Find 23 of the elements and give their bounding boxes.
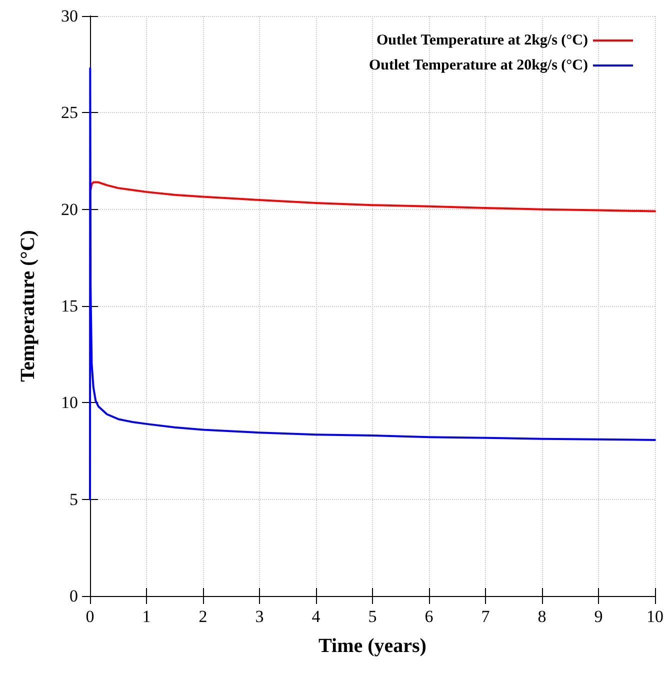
y-tick-label: 20	[61, 200, 78, 219]
x-tick-label: 4	[312, 607, 321, 626]
x-tick-label: 5	[368, 607, 377, 626]
y-tick-label: 15	[61, 296, 78, 316]
y-tick-label: 5	[70, 490, 78, 509]
x-axis-title: Time (years)	[318, 635, 426, 657]
x-tick-label: 2	[198, 607, 208, 626]
line-series	[90, 181, 656, 212]
y-tick-label: 10	[61, 393, 78, 412]
x-tick-label: 7	[481, 607, 490, 626]
x-tick-label: 8	[538, 607, 546, 626]
legend-label: Outlet Temperature at 20kg/s (°C)	[368, 58, 588, 74]
x-tick-label: 3	[255, 607, 264, 626]
x-tick-label: 9	[594, 607, 603, 626]
y-tick-label: 30	[61, 6, 78, 26]
y-tick-label: 0	[70, 586, 78, 606]
y-axis-title: Temperature (°C)	[17, 230, 39, 382]
x-tick-label: 6	[424, 607, 434, 626]
x-tick-label: 1	[142, 607, 151, 626]
y-tick-label: 25	[61, 103, 78, 122]
legend-label: Outlet Temperature at 2kg/s (°C)	[376, 32, 588, 48]
x-tick-label: 10	[646, 607, 664, 626]
x-tick-label: 0	[86, 607, 94, 626]
